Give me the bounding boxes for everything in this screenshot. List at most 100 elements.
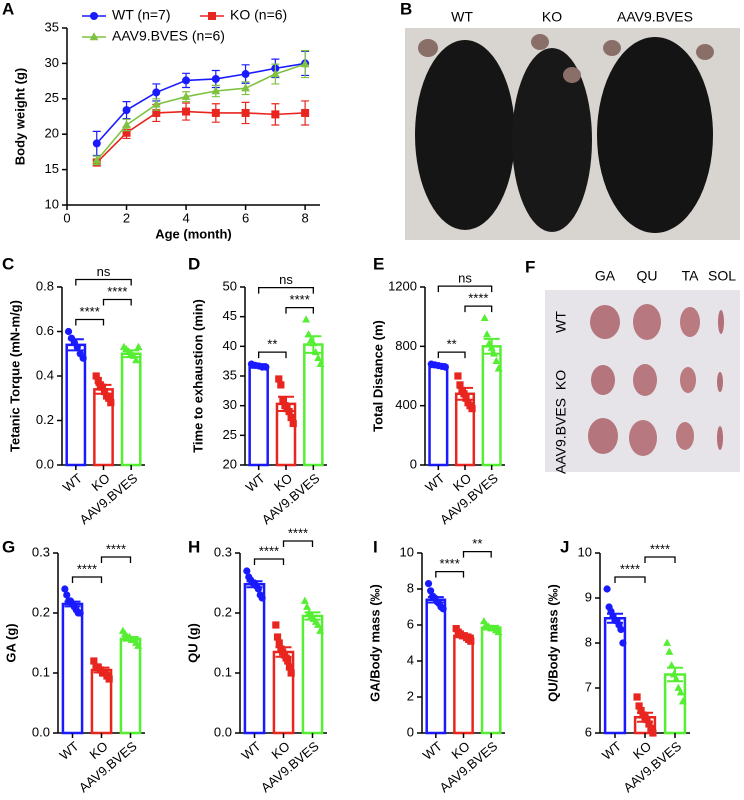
data-point	[275, 639, 283, 647]
x-tick-label: WT	[57, 738, 82, 763]
y-tick-label: 20	[45, 126, 59, 141]
data-point	[314, 353, 323, 362]
y-tick-label: 35	[45, 19, 59, 34]
x-tick-label: 0	[63, 210, 70, 225]
data-point	[487, 343, 496, 351]
data-point	[152, 108, 161, 117]
y-tick-label: 0.0	[32, 724, 50, 739]
data-point	[151, 99, 161, 108]
data-point	[182, 76, 191, 85]
data-point	[241, 83, 250, 92]
data-point	[122, 106, 131, 115]
data-point	[132, 356, 140, 364]
y-tick-label: 8	[585, 634, 592, 649]
data-point	[456, 381, 464, 389]
y-tick-label: 0.0	[36, 456, 54, 471]
data-point	[302, 315, 311, 323]
data-point	[90, 657, 98, 665]
y-tick-label: 800	[395, 338, 417, 353]
data-point	[467, 637, 475, 645]
data-point	[483, 330, 491, 338]
significance-bracket	[253, 558, 285, 565]
data-point	[64, 327, 73, 336]
y-tick-label: 6	[407, 616, 414, 631]
data-point	[490, 349, 498, 357]
photo-label: TA	[682, 268, 700, 284]
data-point	[241, 70, 250, 79]
x-tick-label: WT	[422, 470, 447, 495]
data-point	[309, 339, 318, 347]
significance-bracket	[282, 540, 314, 547]
significance-bracket	[644, 556, 676, 563]
data-point	[427, 587, 435, 595]
photo-label: WT	[553, 311, 569, 333]
photo-label: AAV9.BVES	[617, 9, 693, 25]
data-point	[152, 88, 161, 97]
data-point	[272, 621, 280, 629]
data-point	[285, 663, 294, 671]
data-point	[454, 372, 462, 380]
data-point	[633, 693, 641, 701]
photo-label: KO	[553, 370, 569, 390]
y-tick-label: 25	[223, 427, 237, 442]
data-point	[424, 580, 433, 588]
data-point	[94, 376, 102, 385]
data-point	[635, 702, 643, 710]
x-tick-label: 8	[302, 210, 309, 225]
y-tick-label: 0	[407, 724, 414, 739]
significance-label: ****	[107, 284, 127, 299]
y-tick-label: 45	[223, 308, 237, 323]
panel-letter: C	[2, 254, 14, 273]
data-point	[303, 602, 311, 610]
data-point	[287, 413, 295, 422]
data-point	[182, 107, 191, 116]
data-point	[480, 313, 489, 322]
data-point	[637, 706, 645, 715]
significance-bracket	[75, 318, 105, 326]
bar	[428, 364, 449, 467]
significance-bracket	[100, 556, 132, 563]
significance-bracket	[462, 550, 492, 558]
panel-letter: E	[373, 254, 384, 273]
data-point	[316, 359, 325, 368]
significance-label: ****	[650, 541, 670, 556]
significance-label: ****	[77, 561, 97, 576]
legend-marker	[208, 12, 216, 20]
y-axis-title: GA (g)	[3, 623, 18, 662]
data-point	[254, 585, 262, 593]
y-tick-label: 7	[585, 679, 592, 694]
significance-label: **	[267, 337, 277, 352]
y-tick-label: 30	[223, 397, 237, 412]
y-axis-title: Time to exhaustion (min)	[190, 299, 205, 453]
significance-label: ****	[80, 304, 100, 319]
bar	[119, 637, 142, 735]
significance-label: ****	[620, 561, 640, 576]
data-point	[243, 567, 251, 575]
data-point	[79, 354, 87, 362]
data-point	[678, 697, 687, 705]
y-tick-label: 40	[223, 338, 237, 353]
y-tick-label: 2	[407, 688, 414, 703]
data-point	[134, 342, 143, 350]
y-axis-title: Tetanic Torque (mN-m/g)	[7, 300, 22, 452]
data-point	[63, 591, 71, 599]
data-point	[647, 724, 655, 733]
data-point	[285, 408, 293, 416]
data-point	[107, 399, 115, 407]
data-point	[277, 381, 285, 389]
data-point	[314, 620, 322, 628]
data-point	[270, 69, 280, 78]
data-point	[439, 605, 447, 613]
data-point	[258, 594, 266, 602]
y-tick-label: 25	[45, 90, 59, 105]
y-tick-label: 1200	[388, 278, 417, 293]
photo-label: GA	[595, 268, 616, 284]
data-point	[300, 596, 309, 604]
data-point	[492, 356, 501, 365]
panel-letter: D	[188, 254, 200, 273]
data-point	[304, 330, 313, 338]
bar	[120, 352, 142, 467]
y-tick-label: 30	[45, 55, 59, 70]
y-tick-label: 0	[410, 456, 417, 471]
y-tick-label: 50	[223, 278, 237, 293]
